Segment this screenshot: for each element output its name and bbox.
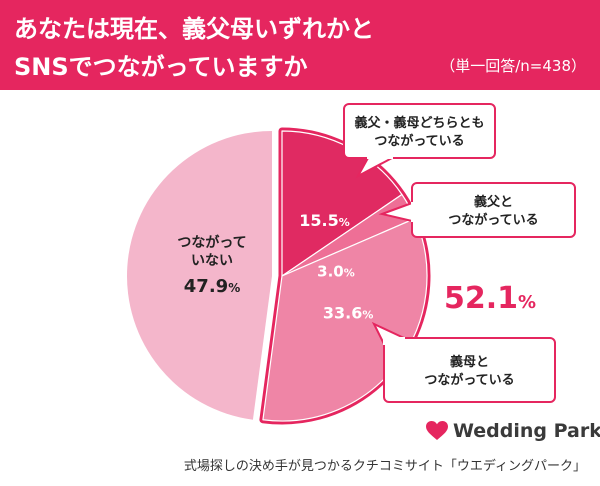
callout-label: つながっている [448, 212, 538, 228]
chart-title-line-1: あなたは現在、義父母いずれかと [14, 15, 374, 43]
total-connected-label: 52.1% [444, 281, 536, 316]
footer-caption: 式場探しの決め手が見つかるクチコミサイト「ウエディングパーク」 [183, 459, 586, 474]
slice-label: いない [191, 253, 233, 269]
callout-label: つながっている [424, 372, 514, 388]
callout-both [343, 103, 496, 159]
data-label: 3.0% [317, 262, 355, 280]
sample-size-note: （単一回答/n=438） [440, 57, 586, 75]
callout-label: 義母と [450, 354, 489, 370]
brand-name: Wedding Park [453, 420, 600, 442]
heart-icon [426, 421, 448, 440]
brand-logo: Wedding Park [426, 420, 600, 442]
callout-label: 義父と [474, 194, 513, 210]
callout-label: 義父・義母どちらとも [354, 115, 484, 131]
data-label: 33.6% [323, 303, 374, 322]
callout-father [411, 182, 576, 238]
title-banner: あなたは現在、義父母いずれかと SNSでつながっていますか （単一回答/n=43… [0, 0, 600, 90]
callout-label: つながっている [374, 133, 464, 149]
chart-title-line-2: SNSでつながっていますか [14, 53, 308, 81]
data-label: 47.9% [184, 276, 240, 297]
callout-mother [383, 337, 556, 403]
pie-slice [127, 131, 272, 420]
slice-label: つながって [177, 234, 246, 251]
data-label: 15.5% [299, 211, 350, 230]
